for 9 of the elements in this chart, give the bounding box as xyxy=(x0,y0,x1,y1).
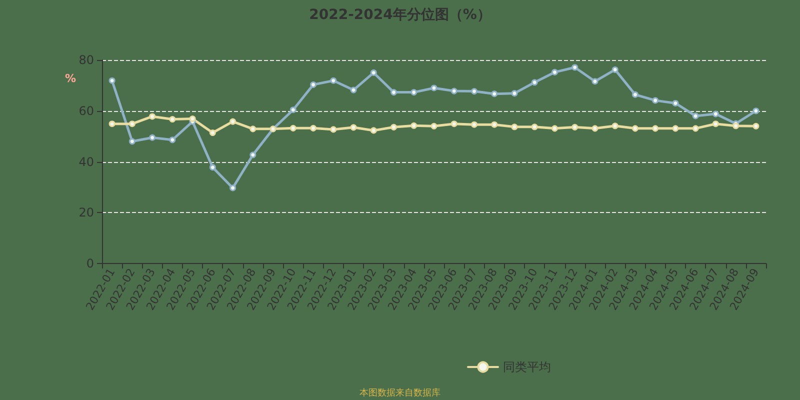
y-tick-label: 60 xyxy=(78,104,94,118)
chart-title: 2022-2024年分位图（%） xyxy=(309,7,491,23)
y-tick-label: 20 xyxy=(78,206,94,220)
y-tick-label: 80 xyxy=(78,53,94,67)
y-tick-label: 0 xyxy=(86,256,94,270)
legend-label: 同类平均 xyxy=(503,360,551,374)
y-axis-title: % xyxy=(64,72,76,85)
y-tick-label: 40 xyxy=(78,154,94,169)
text: 本图数据来自数据库 xyxy=(360,388,440,398)
